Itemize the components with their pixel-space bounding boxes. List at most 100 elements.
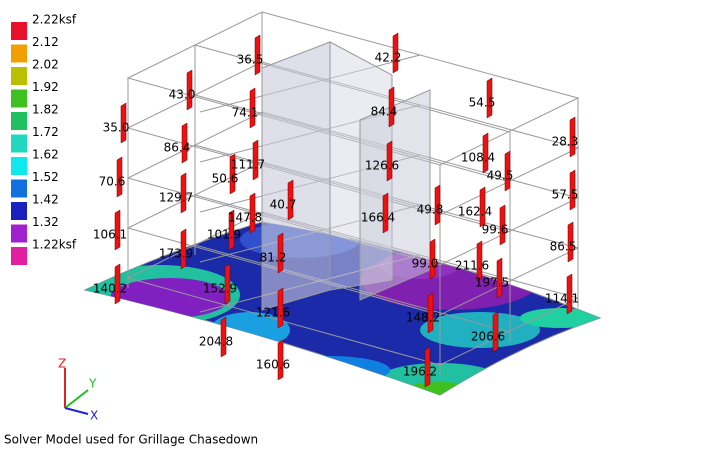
column-label: 197.5 [475,276,509,290]
legend-label: 1.42 [32,193,59,207]
column [249,87,256,129]
column-label: 57.5 [552,188,579,202]
column [569,169,576,211]
legend-swatch [11,112,27,130]
column [249,192,256,234]
legend-label: 1.72 [32,125,59,139]
column-label: 42.2 [375,51,402,65]
column-label: 43.0 [169,88,196,102]
legend-swatch [11,179,27,198]
legend-swatch [11,67,27,85]
column-label: 108.4 [461,151,495,165]
column-label: 99.6 [482,223,509,237]
column [186,69,193,111]
column [492,311,499,353]
legend-label: 2.12 [32,35,59,49]
column-label: 28.3 [552,135,579,149]
column [476,240,483,282]
legend-swatch [11,202,27,220]
column-label: 162.4 [458,205,492,219]
grid-beam [194,244,511,333]
column [228,209,235,251]
column [120,102,127,144]
legend-swatch [11,89,27,108]
column-label: 36.5 [237,53,264,67]
column [180,172,187,214]
column [499,204,506,246]
column [224,263,231,305]
legend: 2.22ksf 2.12 2.02 1.92 1.82 1.72 1.62 1.52 1.42 1… [11,13,77,265]
column-label: 196.2 [403,365,437,379]
legend-swatch [11,44,27,63]
column [392,32,399,74]
legend-label: 1.32 [32,215,59,229]
column [277,287,284,329]
column [424,346,431,388]
column-label: 35.0 [103,121,130,135]
column-label: 140.2 [93,282,127,296]
column [114,209,121,251]
column-labels: 36.5 42.2 43.0 74.1 84.4 54.5 35.0 86.4 111.7 126… [93,51,579,379]
x-label: X [90,409,98,423]
column [220,316,227,358]
core-walls [261,41,431,311]
column [496,257,503,299]
columns [114,32,576,388]
x-axis [64,407,89,415]
legend-label: 1.82 [32,103,59,117]
column-label: 160.6 [256,358,290,372]
column [252,139,259,181]
column-label: 54.5 [469,96,496,110]
column-label: 50.6 [212,172,239,186]
column-label: 126.6 [365,159,399,173]
column [181,122,188,164]
column-label: 206.6 [471,330,505,344]
column [486,77,493,119]
column [114,263,121,305]
legend-label: 1.22ksf [32,238,77,252]
legend-swatch [11,247,27,265]
column-label: 152.9 [203,282,237,296]
legend-label: 1.52 [32,170,59,184]
column [180,228,187,270]
column [429,238,436,280]
column-label: 211.6 [455,259,489,273]
column-label: 86.4 [164,141,191,155]
column-label: 148.2 [406,311,440,325]
legend-label: 2.02 [32,58,59,72]
column [569,116,576,158]
column [566,273,573,315]
column [482,132,489,174]
column-label: 129.7 [159,191,193,205]
column [382,192,389,234]
column [254,34,261,76]
legend-swatch [11,157,27,175]
z-label: Z [58,357,66,371]
column-label: 86.5 [550,240,577,254]
legend-swatch [11,134,27,153]
column-label: 81.2 [260,251,287,265]
legend-label: 1.92 [32,80,59,94]
axis-triad: Z Y X [58,357,98,423]
column-label: 84.4 [371,105,398,119]
column [277,232,284,274]
legend-swatch [11,22,27,40]
legend-swatch [11,224,27,243]
column [567,221,574,263]
legend-label: 2.22ksf [32,13,77,27]
column-label: 147.8 [228,211,262,225]
column-label: 173.9 [159,247,193,261]
y-axis [64,389,89,409]
column-label: 74.1 [232,106,259,120]
column [116,156,123,198]
column-label: 121.6 [256,306,290,320]
column [386,140,393,182]
legend-label: 1.62 [32,148,59,162]
column [277,339,284,381]
column-label: 40.7 [270,198,297,212]
column [388,86,395,128]
column [434,184,441,226]
column-label: 166.4 [361,211,395,225]
